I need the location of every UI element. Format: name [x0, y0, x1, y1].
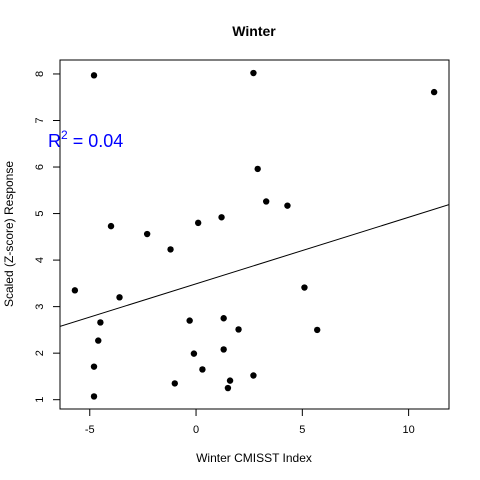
plot-area	[60, 70, 449, 400]
data-point	[91, 72, 97, 78]
data-point	[227, 377, 233, 383]
data-point	[431, 89, 437, 95]
x-tick-label: 10	[402, 424, 414, 436]
data-point	[199, 366, 205, 372]
y-tick-label: 6	[34, 164, 46, 170]
data-point	[191, 350, 197, 356]
data-point	[314, 327, 320, 333]
x-tick-label: 5	[299, 424, 305, 436]
y-axis: 1 2 3 4 5 6 7 8	[34, 71, 60, 403]
data-point	[108, 223, 114, 229]
y-tick-label: 8	[34, 71, 46, 77]
data-point	[301, 284, 307, 290]
data-point	[225, 385, 231, 391]
y-tick-label: 7	[34, 117, 46, 123]
data-point	[97, 319, 103, 325]
data-point	[235, 326, 241, 332]
plot-frame	[60, 60, 449, 409]
data-point	[116, 294, 122, 300]
data-point	[167, 246, 173, 252]
y-tick-label: 2	[34, 350, 46, 356]
data-point	[72, 287, 78, 293]
r-squared-annotation: R2 = 0.04	[48, 128, 123, 151]
data-point	[254, 166, 260, 172]
data-point	[284, 202, 290, 208]
data-point	[218, 214, 224, 220]
data-point	[250, 372, 256, 378]
y-tick-label: 5	[34, 210, 46, 216]
data-point	[91, 363, 97, 369]
data-point	[220, 346, 226, 352]
x-tick-label: -5	[85, 424, 95, 436]
data-point	[95, 337, 101, 343]
data-point	[220, 315, 226, 321]
x-axis-label: Winter CMISST Index	[196, 451, 312, 465]
regression-line	[60, 205, 449, 327]
data-point	[250, 70, 256, 76]
r-squared-symbol: R	[48, 131, 61, 151]
data-point	[195, 220, 201, 226]
y-tick-label: 1	[34, 397, 46, 403]
y-tick-label: 3	[34, 304, 46, 310]
x-tick-label: 0	[193, 424, 199, 436]
data-point	[172, 380, 178, 386]
data-point	[186, 317, 192, 323]
x-axis: -5 0 5 10	[85, 409, 415, 436]
chart-title: Winter	[232, 23, 276, 39]
data-point	[91, 393, 97, 399]
y-axis-label: Scaled (Z-score) Response	[2, 161, 16, 307]
data-point	[263, 198, 269, 204]
r-squared-value: = 0.04	[68, 131, 124, 151]
y-tick-label: 4	[34, 257, 46, 263]
data-point	[144, 231, 150, 237]
